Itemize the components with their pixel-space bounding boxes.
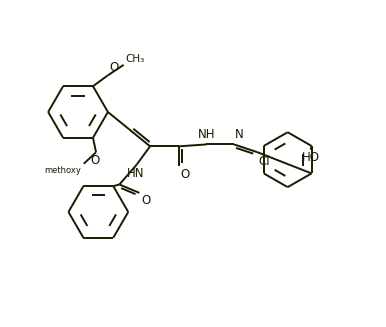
Text: O: O [181,168,190,181]
Text: Cl: Cl [258,155,269,168]
Text: O: O [91,154,100,167]
Text: HO: HO [302,150,320,164]
Text: O: O [141,194,150,207]
Text: NH: NH [198,128,215,141]
Text: CH₃: CH₃ [125,54,145,64]
Text: O: O [110,61,119,75]
Text: methoxy: methoxy [45,165,81,175]
Text: HN: HN [127,167,145,180]
Text: N: N [235,128,244,141]
